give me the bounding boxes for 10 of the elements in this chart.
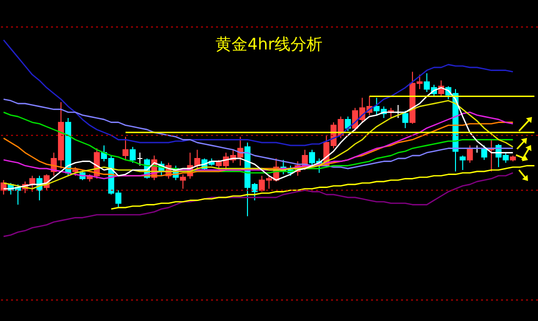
candlestick xyxy=(122,136,129,160)
chart-title: 黄金4hr线分析 xyxy=(216,34,322,54)
candlestick xyxy=(466,144,473,164)
candlestick xyxy=(402,110,408,129)
candlestick xyxy=(460,155,466,170)
candlestick xyxy=(136,152,143,166)
candlestick xyxy=(344,116,351,132)
candlestick xyxy=(130,146,136,164)
candlestick xyxy=(180,174,186,190)
candlestick xyxy=(395,104,402,118)
